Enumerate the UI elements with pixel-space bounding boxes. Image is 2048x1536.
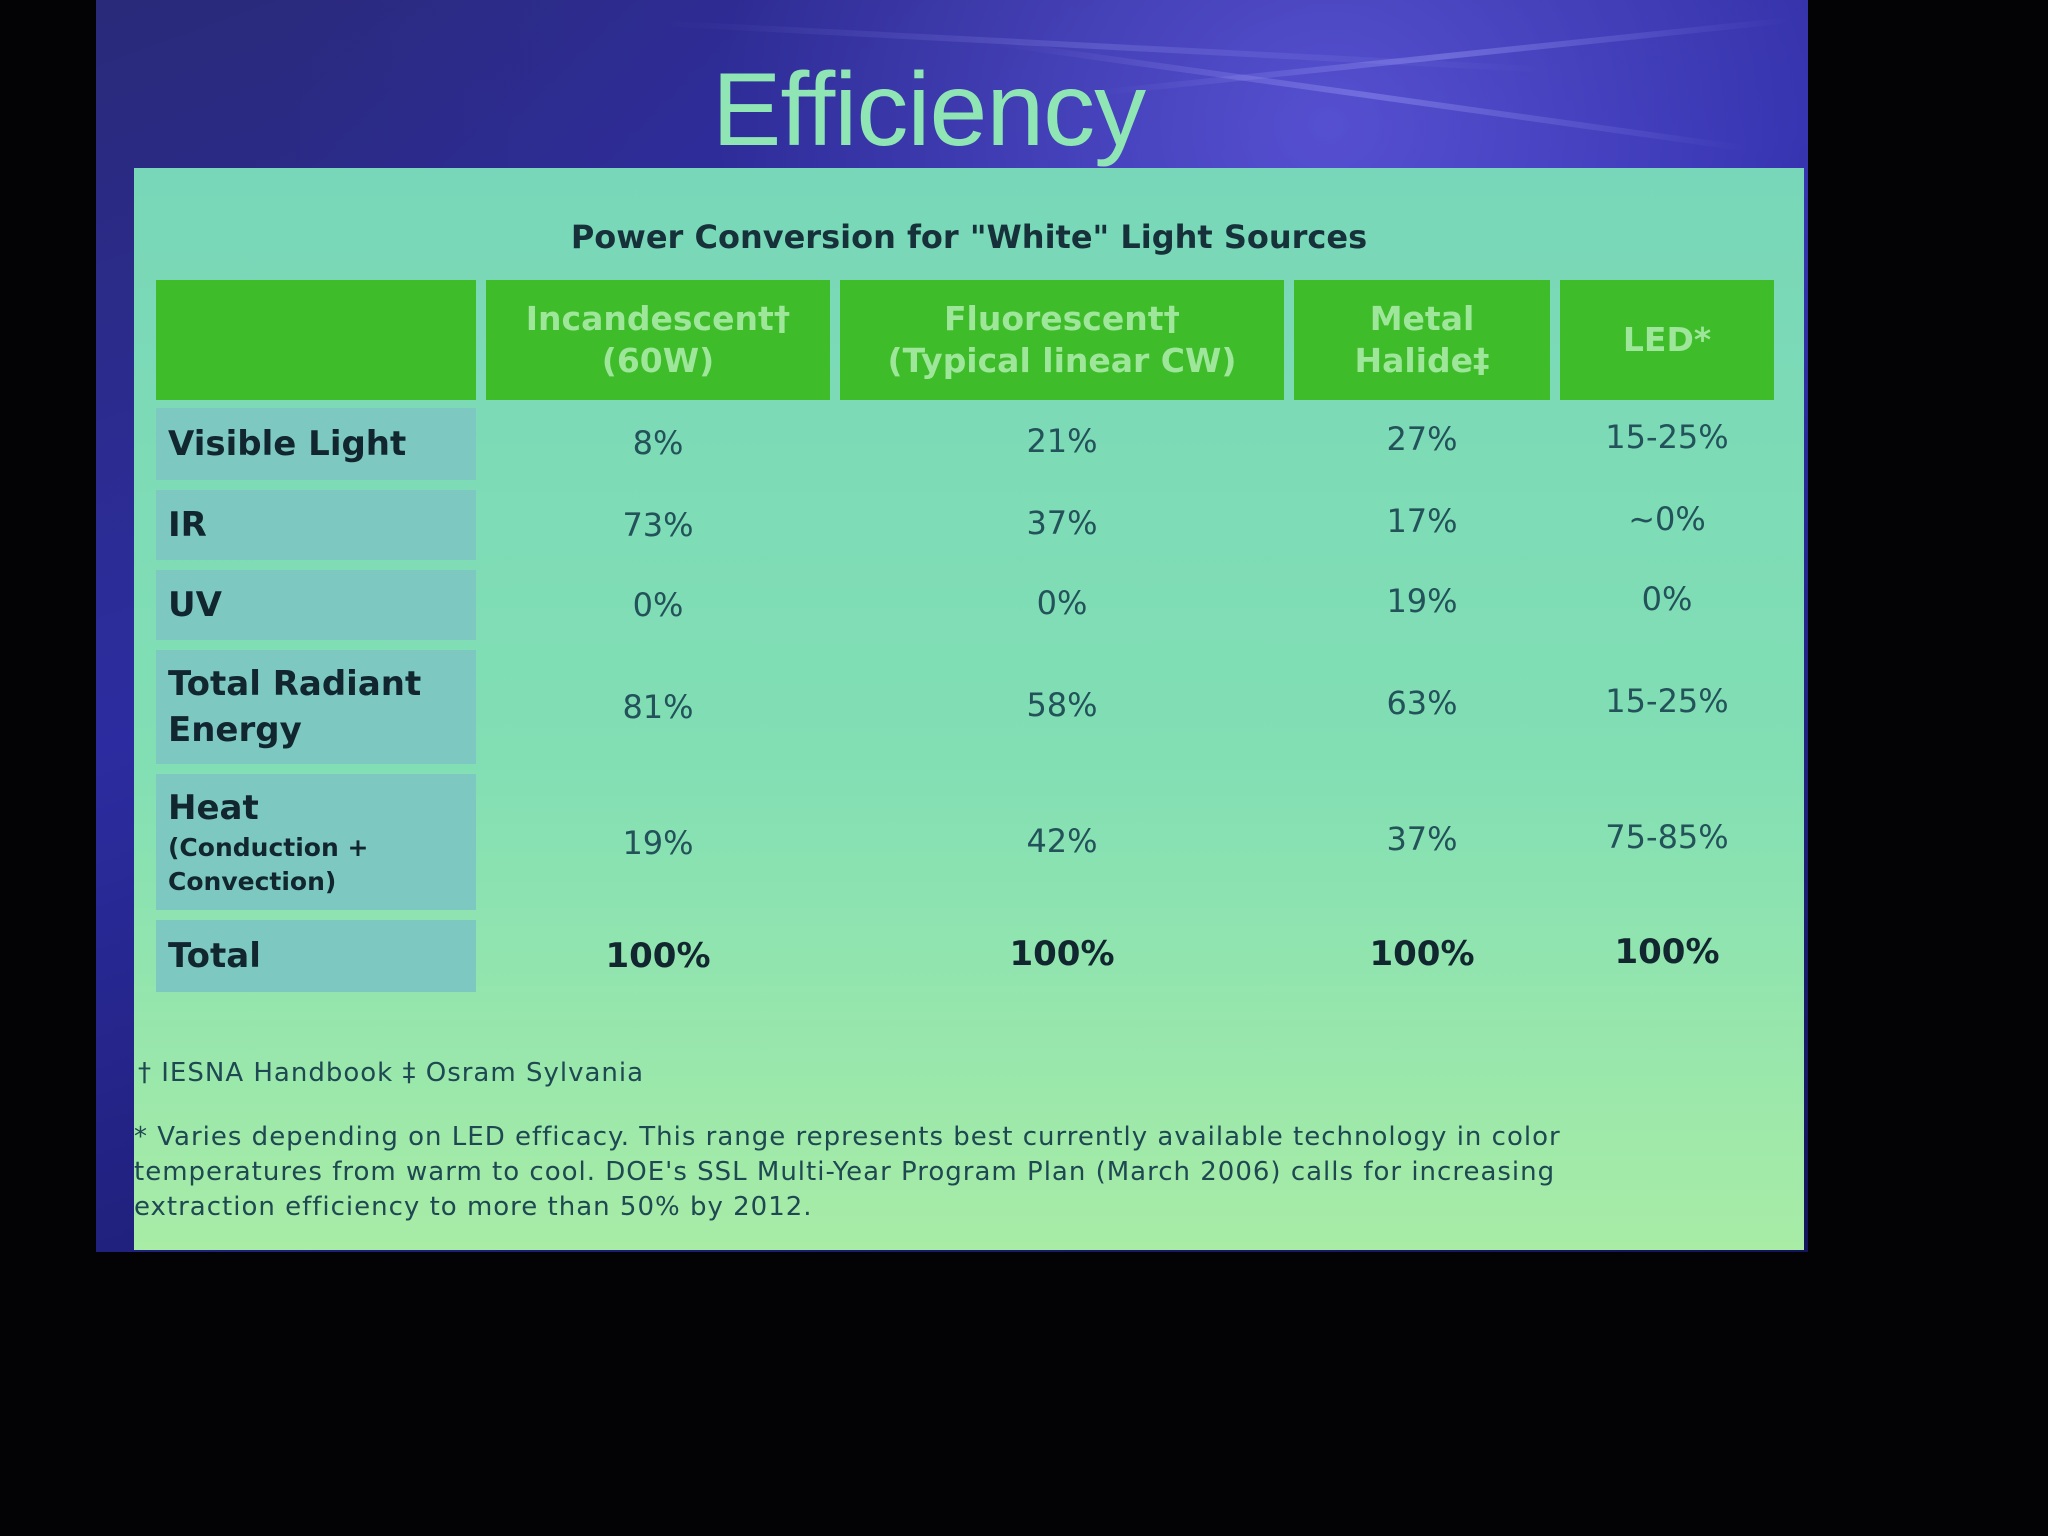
header-line: (Typical linear CW) — [887, 341, 1237, 380]
table-cell-total: 100% — [1009, 934, 1115, 974]
row-label-text: Visible Light — [168, 424, 407, 464]
table-cell: 63% — [1386, 684, 1458, 722]
header-metal-halide: Metal Halide‡ — [1294, 280, 1550, 400]
row-label-total-radiant-energy: Total Radiant Energy — [156, 650, 476, 764]
table-cell: 8% — [632, 424, 684, 462]
row-label-text: IR — [168, 505, 207, 545]
table-cell: 75-85% — [1605, 818, 1729, 856]
table-cell: 19% — [622, 824, 694, 862]
table-cell: 27% — [1386, 420, 1458, 458]
header-line: Fluorescent† — [943, 299, 1181, 338]
table-cell: 37% — [1386, 820, 1458, 858]
led-footnote-line: temperatures from warm to cool. DOE's SS… — [134, 1157, 1556, 1187]
row-label-text: UV — [168, 585, 222, 625]
table-cell-total: 100% — [605, 936, 711, 976]
table-title: Power Conversion for "White" Light Sourc… — [570, 218, 1368, 256]
row-label-uv: UV — [156, 570, 476, 640]
light-streak — [1095, 16, 1793, 96]
table-cell: 81% — [622, 688, 694, 726]
table-cell: 73% — [622, 506, 694, 544]
header-line: Incandescent† — [525, 299, 791, 338]
row-label-text: Total Radiant — [168, 664, 422, 704]
header-line: LED* — [1622, 320, 1712, 359]
table-cell: 15-25% — [1605, 418, 1729, 456]
table-cell-total: 100% — [1369, 934, 1475, 974]
row-label-text: Heat — [168, 788, 259, 828]
table-cell: 21% — [1026, 422, 1098, 460]
table-cell: 17% — [1386, 502, 1458, 540]
header-incandescent: Incandescent† (60W) — [486, 280, 830, 400]
table-cell: 58% — [1026, 686, 1098, 724]
table-cell: 19% — [1386, 582, 1458, 620]
header-fluorescent: Fluorescent† (Typical linear CW) — [840, 280, 1284, 400]
table-panel: Power Conversion for "White" Light Sourc… — [134, 168, 1804, 1250]
header-empty-cell — [156, 280, 476, 400]
table-cell: 0% — [632, 586, 684, 624]
header-line: Halide‡ — [1354, 341, 1490, 380]
table-cell: 15-25% — [1605, 682, 1729, 720]
led-footnote-line: extraction efficiency to more than 50% b… — [134, 1192, 813, 1222]
header-line: Metal — [1369, 299, 1475, 338]
table-cell: ~0% — [1628, 500, 1706, 538]
table-cell: 42% — [1026, 822, 1098, 860]
table-cell: 37% — [1026, 504, 1098, 542]
row-label-visible-light: Visible Light — [156, 408, 476, 480]
row-label-text: Total — [168, 936, 261, 976]
table-cell-total: 100% — [1614, 932, 1720, 972]
row-label-subtext: Convection) — [168, 867, 337, 896]
header-line: (60W) — [601, 341, 715, 380]
row-label-heat: Heat (Conduction + Convection) — [156, 774, 476, 910]
row-label-subtext: (Conduction + — [168, 833, 369, 862]
row-label-text: Energy — [168, 710, 302, 750]
row-label-total: Total — [156, 920, 476, 992]
source-footnote: † IESNA Handbook ‡ Osram Sylvania — [138, 1058, 645, 1088]
table-cell: 0% — [1036, 584, 1088, 622]
table-cell: 0% — [1641, 580, 1693, 618]
header-led: LED* — [1560, 280, 1774, 400]
slide-title: Efficiency — [712, 52, 1146, 168]
row-label-ir: IR — [156, 490, 476, 560]
led-footnote-line: * Varies depending on LED efficacy. This… — [134, 1122, 1561, 1152]
